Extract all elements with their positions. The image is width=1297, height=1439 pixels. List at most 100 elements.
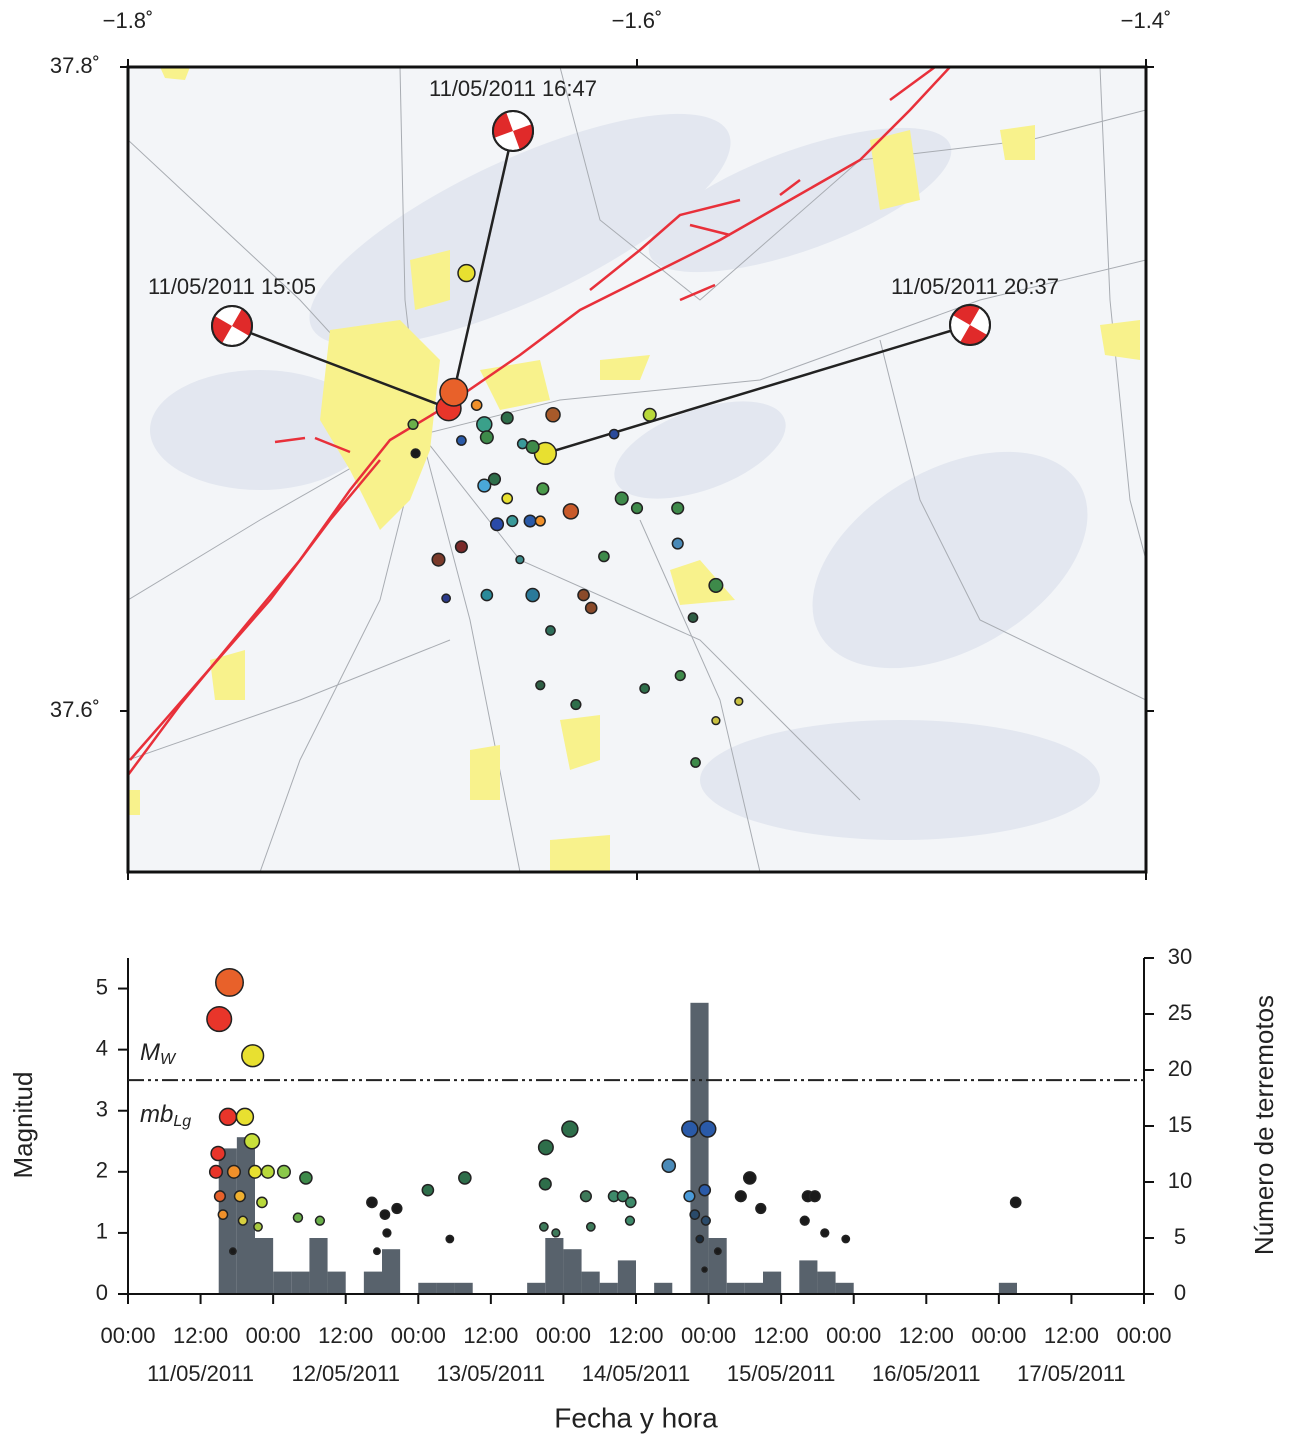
event — [744, 1172, 756, 1184]
histogram-bar — [237, 1137, 255, 1294]
y-tick-label: 2 — [96, 1158, 108, 1183]
magnitude-type-label: mbLg — [140, 1102, 191, 1131]
epicenter — [411, 449, 420, 458]
y-tick-label: 4 — [96, 1035, 108, 1060]
x-date-label: 12/05/2011 — [291, 1361, 399, 1386]
event — [380, 1210, 389, 1219]
page: {"chart_data": [ {"type": "map", "xlim":… — [0, 0, 1297, 1439]
x-date-label: 11/05/2011 — [147, 1361, 254, 1386]
x-tick-label: 00:00 — [391, 1323, 446, 1348]
y-tick-label: 0 — [96, 1280, 108, 1305]
x-tick-label: −1.6˚ — [612, 8, 663, 33]
epicenter — [712, 717, 720, 725]
epicenter — [432, 553, 445, 566]
event — [254, 1223, 262, 1231]
event — [842, 1235, 849, 1242]
epicenter — [501, 412, 513, 424]
epicenter — [526, 441, 539, 454]
epicenter — [571, 700, 581, 710]
x-date-label: 13/05/2011 — [437, 1361, 545, 1386]
event — [367, 1197, 377, 1207]
histogram-bar — [273, 1272, 291, 1294]
histogram-bar — [418, 1283, 436, 1294]
histogram-bar — [745, 1283, 763, 1294]
histogram-bar — [763, 1272, 781, 1294]
histogram-bar — [817, 1272, 835, 1294]
event — [756, 1204, 766, 1214]
label-main: mb — [140, 1102, 173, 1129]
histogram-bar — [309, 1238, 327, 1294]
y2-tick-label: 30 — [1168, 944, 1192, 969]
epicenter — [640, 684, 649, 693]
event — [293, 1213, 302, 1222]
histogram-bar — [690, 1003, 708, 1294]
y2-tick-label: 20 — [1168, 1056, 1192, 1081]
y2-tick-label: 10 — [1168, 1168, 1192, 1193]
histogram-bar — [727, 1283, 745, 1294]
event — [230, 1248, 236, 1254]
histogram-bar — [618, 1260, 636, 1294]
urban-area — [410, 250, 450, 310]
y2-tick-label: 15 — [1168, 1112, 1192, 1137]
urban-area — [1100, 320, 1140, 360]
epicenter — [546, 626, 555, 635]
urban-area — [550, 835, 610, 872]
histogram-bar — [291, 1272, 309, 1294]
label-sub: Lg — [173, 1113, 191, 1130]
histogram-bar — [563, 1249, 581, 1294]
epicenter — [535, 516, 545, 526]
epicenter — [491, 518, 504, 531]
event — [216, 969, 243, 996]
x-tick-label: 12:00 — [608, 1323, 663, 1348]
histogram-bar — [255, 1238, 273, 1294]
label-main: M — [140, 1040, 160, 1067]
histogram-bar — [436, 1283, 454, 1294]
histogram-bar — [382, 1249, 400, 1294]
x-tick-label: 12:00 — [1044, 1323, 1099, 1348]
epicenter — [440, 378, 467, 405]
epicenter — [675, 671, 685, 681]
y-axis-title: Magnitud — [8, 1072, 38, 1179]
event — [540, 1223, 548, 1231]
x-tick-label: 12:00 — [463, 1323, 518, 1348]
event — [696, 1235, 703, 1242]
x-date-label: 15/05/2011 — [727, 1361, 835, 1386]
relief-patch — [700, 720, 1100, 840]
x-tick-label: 00:00 — [246, 1323, 301, 1348]
epicenter — [526, 589, 539, 602]
epicenter — [563, 504, 578, 519]
event — [300, 1172, 312, 1184]
event — [383, 1229, 391, 1237]
event — [626, 1216, 635, 1225]
epicenter — [672, 502, 684, 514]
urban-area — [128, 790, 140, 815]
figure: −1.8˚−1.6˚−1.4˚37.6˚37.8˚11/05/2011 15:0… — [0, 0, 1297, 1439]
x-tick-label: 00:00 — [681, 1323, 736, 1348]
event — [581, 1191, 592, 1202]
event — [690, 1210, 699, 1219]
event — [235, 1191, 246, 1202]
event — [392, 1204, 402, 1214]
event — [422, 1185, 433, 1196]
event — [700, 1121, 716, 1137]
event — [699, 1185, 710, 1196]
histogram-bar — [455, 1283, 473, 1294]
epicenter — [516, 556, 524, 564]
focal-mechanism-label: 11/05/2011 16:47 — [429, 76, 597, 101]
y-tick-label: 37.8˚ — [50, 53, 100, 78]
event — [211, 1146, 225, 1160]
event — [215, 1191, 226, 1202]
epicenter — [481, 590, 492, 601]
histogram-bar — [328, 1272, 346, 1294]
epicenter — [456, 541, 468, 553]
event — [242, 1045, 264, 1067]
histogram-bar — [527, 1283, 545, 1294]
x-tick-label: 12:00 — [754, 1323, 809, 1348]
epicenter — [599, 551, 609, 561]
event — [702, 1267, 707, 1272]
epicenter — [457, 436, 466, 445]
y-tick-label: 5 — [96, 974, 108, 999]
histogram-bar — [582, 1272, 600, 1294]
epicenter — [672, 538, 683, 549]
event — [220, 1108, 237, 1125]
